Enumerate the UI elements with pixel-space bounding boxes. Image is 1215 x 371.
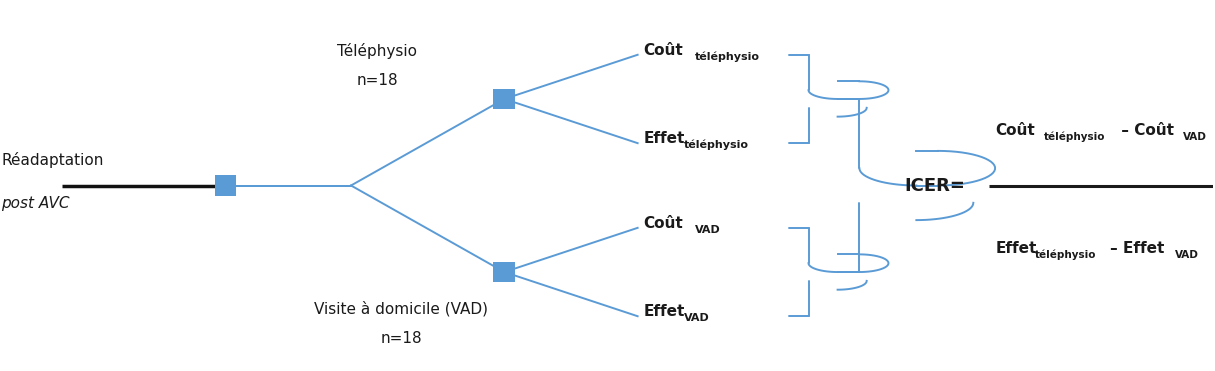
Text: Effet: Effet [644, 304, 685, 319]
Text: Coût: Coût [995, 123, 1035, 138]
Text: Téléphysio: Téléphysio [337, 43, 417, 59]
Text: VAD: VAD [1175, 250, 1198, 260]
Text: Réadaptation: Réadaptation [1, 152, 103, 168]
Text: Visite à domicile (VAD): Visite à domicile (VAD) [315, 301, 488, 316]
Text: Effet: Effet [644, 131, 685, 146]
Text: n=18: n=18 [380, 331, 422, 346]
FancyBboxPatch shape [493, 262, 515, 282]
FancyBboxPatch shape [215, 175, 237, 196]
FancyBboxPatch shape [493, 89, 515, 109]
Text: Effet: Effet [995, 241, 1036, 256]
Text: VAD: VAD [695, 225, 720, 235]
Text: – Coût: – Coût [1117, 123, 1175, 138]
Text: téléphysio: téléphysio [1035, 249, 1097, 260]
Text: téléphysio: téléphysio [695, 52, 759, 62]
Text: Coût: Coût [644, 216, 684, 231]
Text: VAD: VAD [684, 313, 710, 324]
Text: n=18: n=18 [356, 73, 397, 88]
Text: Coût: Coût [644, 43, 684, 58]
Text: – Effet: – Effet [1111, 241, 1165, 256]
Text: ICER=: ICER= [904, 177, 965, 194]
Text: VAD: VAD [1183, 132, 1206, 142]
Text: téléphysio: téléphysio [1044, 132, 1106, 142]
Text: post AVC: post AVC [1, 196, 70, 211]
Text: téléphysio: téléphysio [684, 140, 748, 150]
